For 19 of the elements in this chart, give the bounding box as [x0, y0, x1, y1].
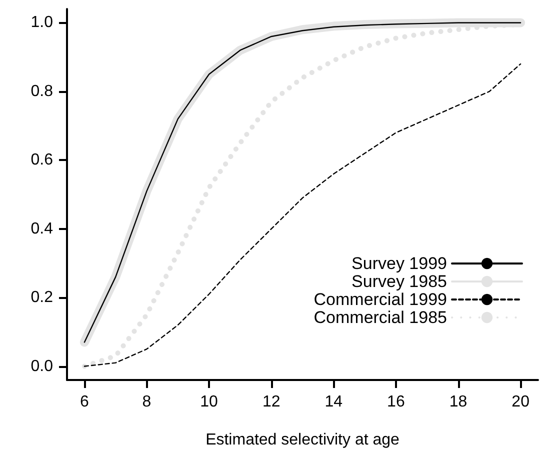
- x-tick-label: 12: [262, 394, 280, 410]
- x-tick-label: 6: [80, 394, 89, 410]
- legend-label: Survey 1985: [352, 272, 447, 291]
- x-tick-label: 20: [512, 394, 530, 410]
- x-tick-label: 8: [142, 394, 152, 410]
- x-tick-label: 14: [324, 394, 343, 410]
- x-tick-label: 18: [449, 394, 468, 410]
- legend-label: Commercial 1985: [314, 308, 447, 327]
- x-tick-label: 10: [200, 394, 218, 410]
- legend-label: Commercial 1999: [314, 290, 447, 309]
- y-tick-label: 0.6: [30, 152, 54, 169]
- y-tick-label: 0.4: [30, 220, 54, 238]
- x-axis-title: Estimated selectivity at age: [206, 432, 400, 448]
- x-tick-label: 16: [387, 394, 405, 410]
- y-tick-label: 0.8: [30, 82, 54, 100]
- y-tick-label: 0.2: [30, 289, 54, 306]
- y-tick-label: 1.0: [30, 14, 54, 32]
- y-tick-label: 0.0: [30, 358, 54, 375]
- legend-label: Survey 1999: [352, 254, 447, 273]
